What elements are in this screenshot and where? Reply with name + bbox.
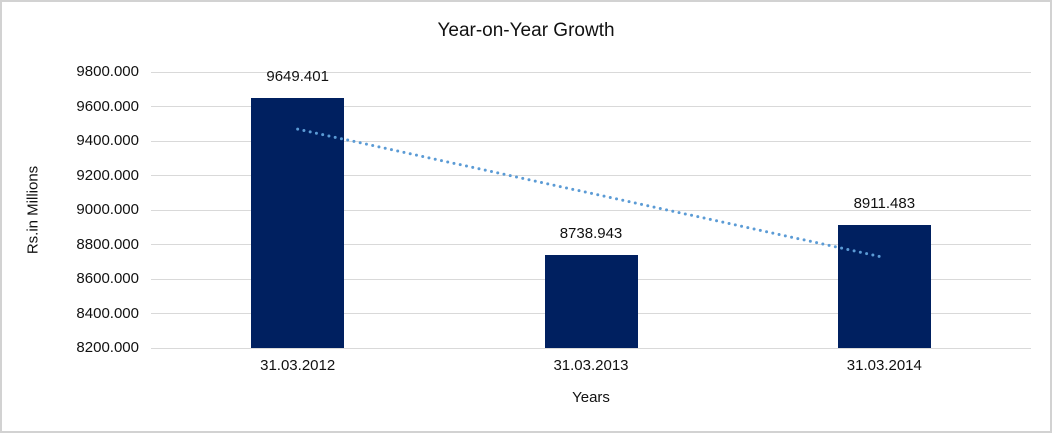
gridline [151,71,1031,73]
bar-value-label: 9649.401 [266,67,329,85]
bar [837,225,931,348]
bar [544,255,638,348]
y-axis-tick-label: 8400.000 [76,304,139,322]
x-axis-title: Years [572,389,610,406]
chart-title: Year-on-Year Growth [437,20,615,41]
y-axis-tick-label: 8800.000 [76,235,139,253]
x-axis-category-label: 31.03.2014 [846,357,922,374]
x-axis-category-label: 31.03.2013 [553,357,629,374]
y-axis-tick-label: 9600.000 [76,97,139,115]
y-axis-tick-label: 9800.000 [76,63,139,80]
y-axis-tick-label: 9000.000 [76,201,139,218]
gridline [151,106,1031,107]
gridline [151,347,1031,349]
y-axis-tick-label: 8200.000 [76,339,139,356]
y-axis-tick-label: 8600.000 [76,270,139,287]
bar-value-label: 8738.943 [559,225,623,243]
y-axis-tick-label: 9400.000 [76,132,139,149]
x-axis-category-label: 31.03.2012 [260,357,336,374]
y-axis-tick-label: 9200.000 [76,166,139,184]
bar [251,97,345,348]
bar-value-label: 8911.483 [853,195,916,213]
